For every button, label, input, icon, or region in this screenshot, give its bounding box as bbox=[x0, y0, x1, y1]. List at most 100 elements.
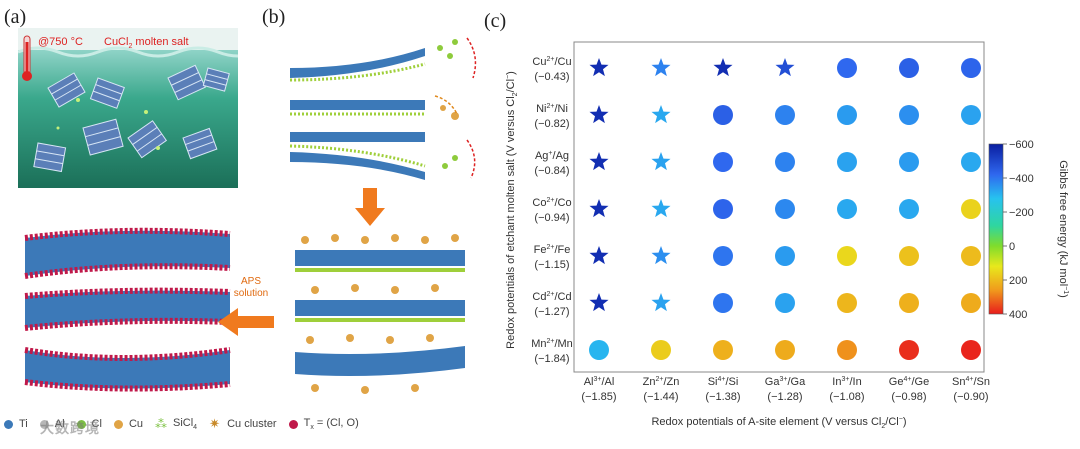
panel-b-etching-illustration bbox=[289, 37, 477, 394]
colorbar-tick-label-4: 200 bbox=[1009, 275, 1027, 287]
data-circle-r1-c3 bbox=[775, 105, 795, 125]
y-axis-label-prefix: Redox potentials of etchant molten salt … bbox=[505, 96, 517, 349]
data-circle-r1-c2 bbox=[713, 105, 733, 125]
data-star-r0-c1 bbox=[651, 58, 671, 77]
x-tick-potential-2: (−1.38) bbox=[705, 391, 740, 403]
data-circle-r0-c5 bbox=[899, 58, 919, 78]
data-circle-r4-c5 bbox=[899, 246, 919, 266]
data-circle-r3-c5 bbox=[899, 199, 919, 219]
y-tick-slash-4: / bbox=[554, 244, 558, 256]
data-circle-r2-c5 bbox=[899, 152, 919, 172]
y-axis-label-suffix: ) bbox=[505, 71, 517, 75]
y-tick-potential-5: (−1.27) bbox=[534, 306, 569, 318]
y-tick-charge-5: 2+ bbox=[546, 291, 554, 298]
panel-a-temperature-label: @750 °C bbox=[38, 36, 83, 48]
x-tick-charge-6: 4+ bbox=[965, 376, 973, 383]
aps-label-line1: APS bbox=[240, 276, 261, 287]
data-star-r4-c0 bbox=[589, 246, 609, 265]
aps-label-line2: solution bbox=[233, 288, 269, 299]
panel-c-label: (c) bbox=[484, 10, 507, 32]
colorbar-tick-label-0: −600 bbox=[1009, 139, 1034, 151]
y-tick-ion-5: Cd bbox=[532, 291, 546, 303]
cl-legend-swatch bbox=[76, 419, 86, 429]
data-circle-r6-c0 bbox=[589, 340, 609, 360]
data-circle-r1-c6 bbox=[961, 105, 981, 125]
y-tick-label-4: Fe2+/Fe bbox=[534, 244, 571, 256]
cu-cluster-legend-label: Cu cluster bbox=[227, 418, 277, 430]
data-circle-r2-c4 bbox=[837, 152, 857, 172]
panel-a-salt-label: CuCl2 molten salt bbox=[104, 36, 189, 50]
x-tick-charge-2: 4+ bbox=[717, 376, 725, 383]
x-tick-label-0: Al3+/Al bbox=[584, 376, 615, 388]
data-circle-r6-c1 bbox=[651, 340, 671, 360]
y-tick-metal-6: Mn bbox=[558, 338, 573, 350]
data-circle-r3-c2 bbox=[713, 199, 733, 219]
y-tick-metal-5: Cd bbox=[558, 291, 572, 303]
y-tick-ion-2: Ag bbox=[535, 150, 548, 162]
y-tick-ion-3: Co bbox=[532, 197, 546, 209]
x-tick-slash-3: / bbox=[787, 376, 791, 388]
data-star-r1-c1 bbox=[651, 105, 671, 124]
tx-legend-sub: x bbox=[310, 424, 314, 432]
aps-arrow bbox=[218, 308, 274, 336]
x-tick-potential-3: (−1.28) bbox=[767, 391, 802, 403]
y-tick-metal-2: Ag bbox=[556, 150, 569, 162]
x-tick-metal-4: In bbox=[853, 376, 862, 388]
y-tick-slash-5: / bbox=[554, 291, 558, 303]
x-tick-ion-3: Ga bbox=[765, 376, 781, 388]
tx-legend-prefix: T bbox=[303, 416, 311, 429]
x-axis-label-prefix: Redox potentials of A-site element (V ve… bbox=[651, 416, 881, 428]
sicl4-legend-swatch: ⁂ bbox=[155, 417, 167, 431]
panel-b-label: (b) bbox=[262, 6, 286, 28]
data-circle-r3-c3 bbox=[775, 199, 795, 219]
data-star-r0-c3 bbox=[775, 58, 795, 77]
y-tick-label-1: Ni2+/Ni bbox=[536, 103, 568, 115]
colorbar-tick-label-3: 0 bbox=[1009, 241, 1015, 253]
data-circle-r4-c4 bbox=[837, 246, 857, 266]
cl-legend-label: Cl bbox=[91, 418, 102, 430]
x-tick-slash-0: / bbox=[601, 376, 605, 388]
y-tick-potential-3: (−0.94) bbox=[534, 212, 569, 224]
y-tick-slash-2: / bbox=[553, 150, 557, 162]
data-star-r3-c1 bbox=[651, 199, 671, 218]
data-circle-r5-c5 bbox=[899, 293, 919, 313]
cu-legend-label: Cu bbox=[128, 418, 143, 430]
x-tick-label-1: Zn2+/Zn bbox=[643, 376, 680, 388]
data-star-r2-c1 bbox=[651, 152, 671, 171]
colorbar-title-sup: −1 bbox=[1062, 286, 1069, 294]
salt-label-sub: 2 bbox=[128, 43, 133, 51]
data-circle-r6-c6 bbox=[961, 340, 981, 360]
x-tick-ion-5: Ge bbox=[889, 376, 904, 388]
y-tick-potential-4: (−1.15) bbox=[534, 259, 569, 271]
data-star-r5-c0 bbox=[589, 293, 609, 312]
watermark: 大数跨境 bbox=[40, 420, 100, 436]
y-tick-charge-2: + bbox=[548, 150, 552, 157]
x-tick-slash-2: / bbox=[725, 376, 729, 388]
data-star-r3-c0 bbox=[589, 199, 609, 218]
data-star-r1-c0 bbox=[589, 105, 609, 124]
y-axis-label-sup: − bbox=[505, 75, 512, 79]
data-circle-r4-c6 bbox=[961, 246, 981, 266]
y-tick-potential-2: (−0.84) bbox=[534, 165, 569, 177]
y-tick-potential-1: (−0.82) bbox=[534, 118, 569, 130]
x-tick-ion-4: In bbox=[832, 376, 841, 388]
y-tick-charge-4: 2+ bbox=[546, 244, 554, 251]
data-circle-r5-c2 bbox=[713, 293, 733, 313]
y-tick-potential-0: (−0.43) bbox=[534, 71, 569, 83]
panel-a-delaminated-mxene-stack bbox=[24, 227, 231, 392]
aps-label: APS solution bbox=[226, 276, 276, 300]
y-tick-metal-3: Co bbox=[558, 197, 572, 209]
y-tick-charge-0: 2+ bbox=[546, 56, 554, 63]
x-tick-metal-3: Ga bbox=[791, 376, 807, 388]
x-tick-potential-5: (−0.98) bbox=[891, 391, 926, 403]
x-tick-metal-5: Ge bbox=[915, 376, 930, 388]
data-circle-r6-c2 bbox=[713, 340, 733, 360]
colorbar-tick-label-1: −400 bbox=[1009, 173, 1034, 185]
tx-legend-suffix: = (Cl, O) bbox=[313, 416, 359, 429]
x-tick-charge-4: 3+ bbox=[841, 376, 849, 383]
x-tick-slash-6: / bbox=[973, 376, 977, 388]
y-tick-ion-0: Cu bbox=[532, 56, 546, 68]
ti-legend-label: Ti bbox=[19, 418, 28, 430]
data-circle-r3-c4 bbox=[837, 199, 857, 219]
x-tick-metal-1: Zn bbox=[667, 376, 680, 388]
